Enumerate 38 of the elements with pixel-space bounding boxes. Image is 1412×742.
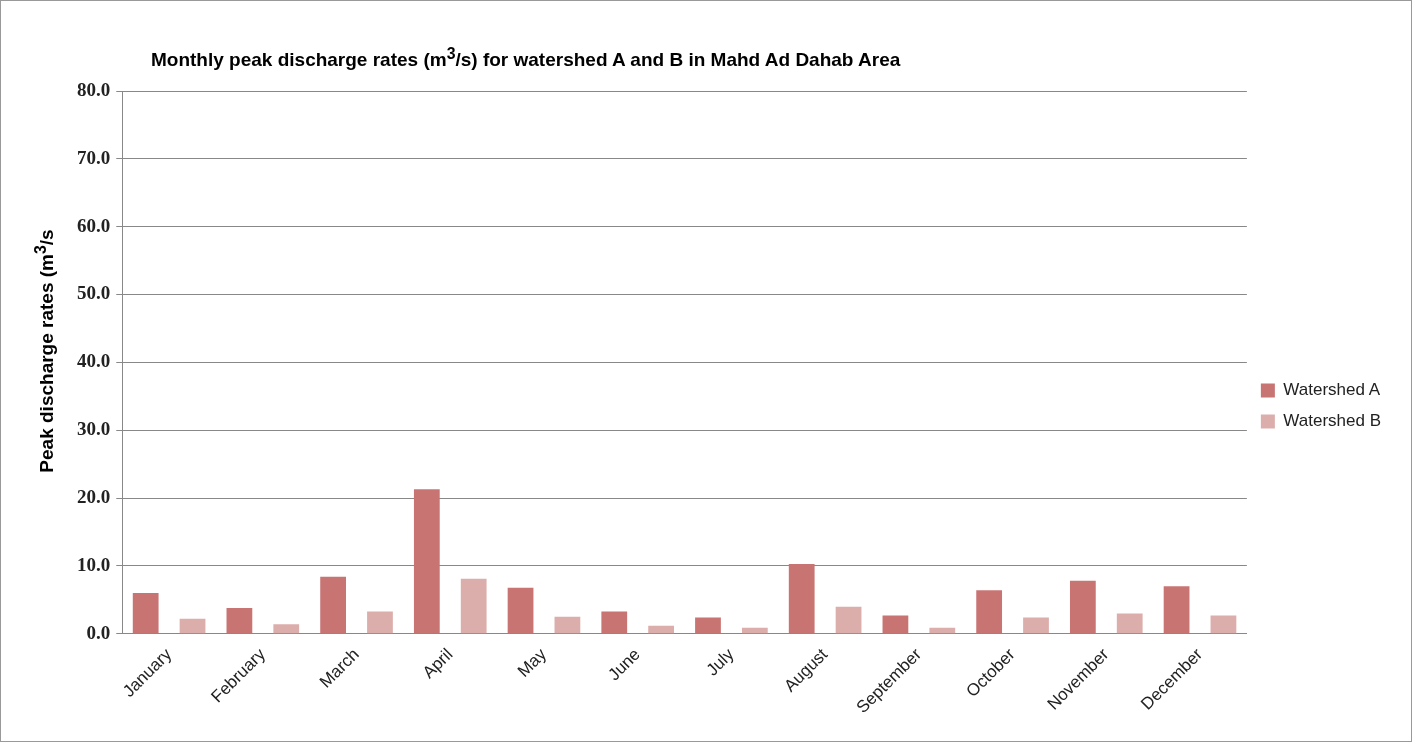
bar [1116,613,1143,634]
bar [788,563,815,634]
y-tick-label: 20.0 [77,485,111,507]
bar [741,627,768,634]
bar [413,489,440,634]
y-tick-label: 0.0 [86,621,111,643]
x-tick-label: July [702,644,738,680]
bar [179,618,206,634]
x-tick-label: May [513,644,551,681]
y-tick-label: 50.0 [77,282,111,304]
y-tick-label: 30.0 [77,418,111,440]
legend-label: Watershed B [1283,411,1382,431]
bar [1163,586,1190,634]
bar [132,593,159,634]
bar [976,590,1003,634]
bar [367,611,393,634]
bar [273,624,300,634]
bar [507,587,534,634]
bar [695,617,721,634]
bar [835,606,862,634]
bar [226,607,253,634]
bar [1023,617,1049,634]
bar [1210,615,1237,634]
bar [882,615,909,634]
chart-title: Monthly peak discharge rates (m$^{3}$/s) for watershed A and B in Mahd Ad Dahab Area [151,45,901,72]
bar [460,578,487,634]
y-tick-label: 10.0 [77,553,111,575]
legend-label: Watershed A [1283,380,1381,400]
bar [601,611,628,634]
y-tick-label: 40.0 [77,350,111,372]
y-tick-label: 80.0 [77,78,111,100]
y-tick-label: 70.0 [77,146,111,168]
y-tick-label: 60.0 [77,214,111,236]
bar [320,576,346,634]
bar [929,627,956,634]
bar [554,616,581,634]
bar [648,625,675,634]
bar [1069,580,1096,634]
